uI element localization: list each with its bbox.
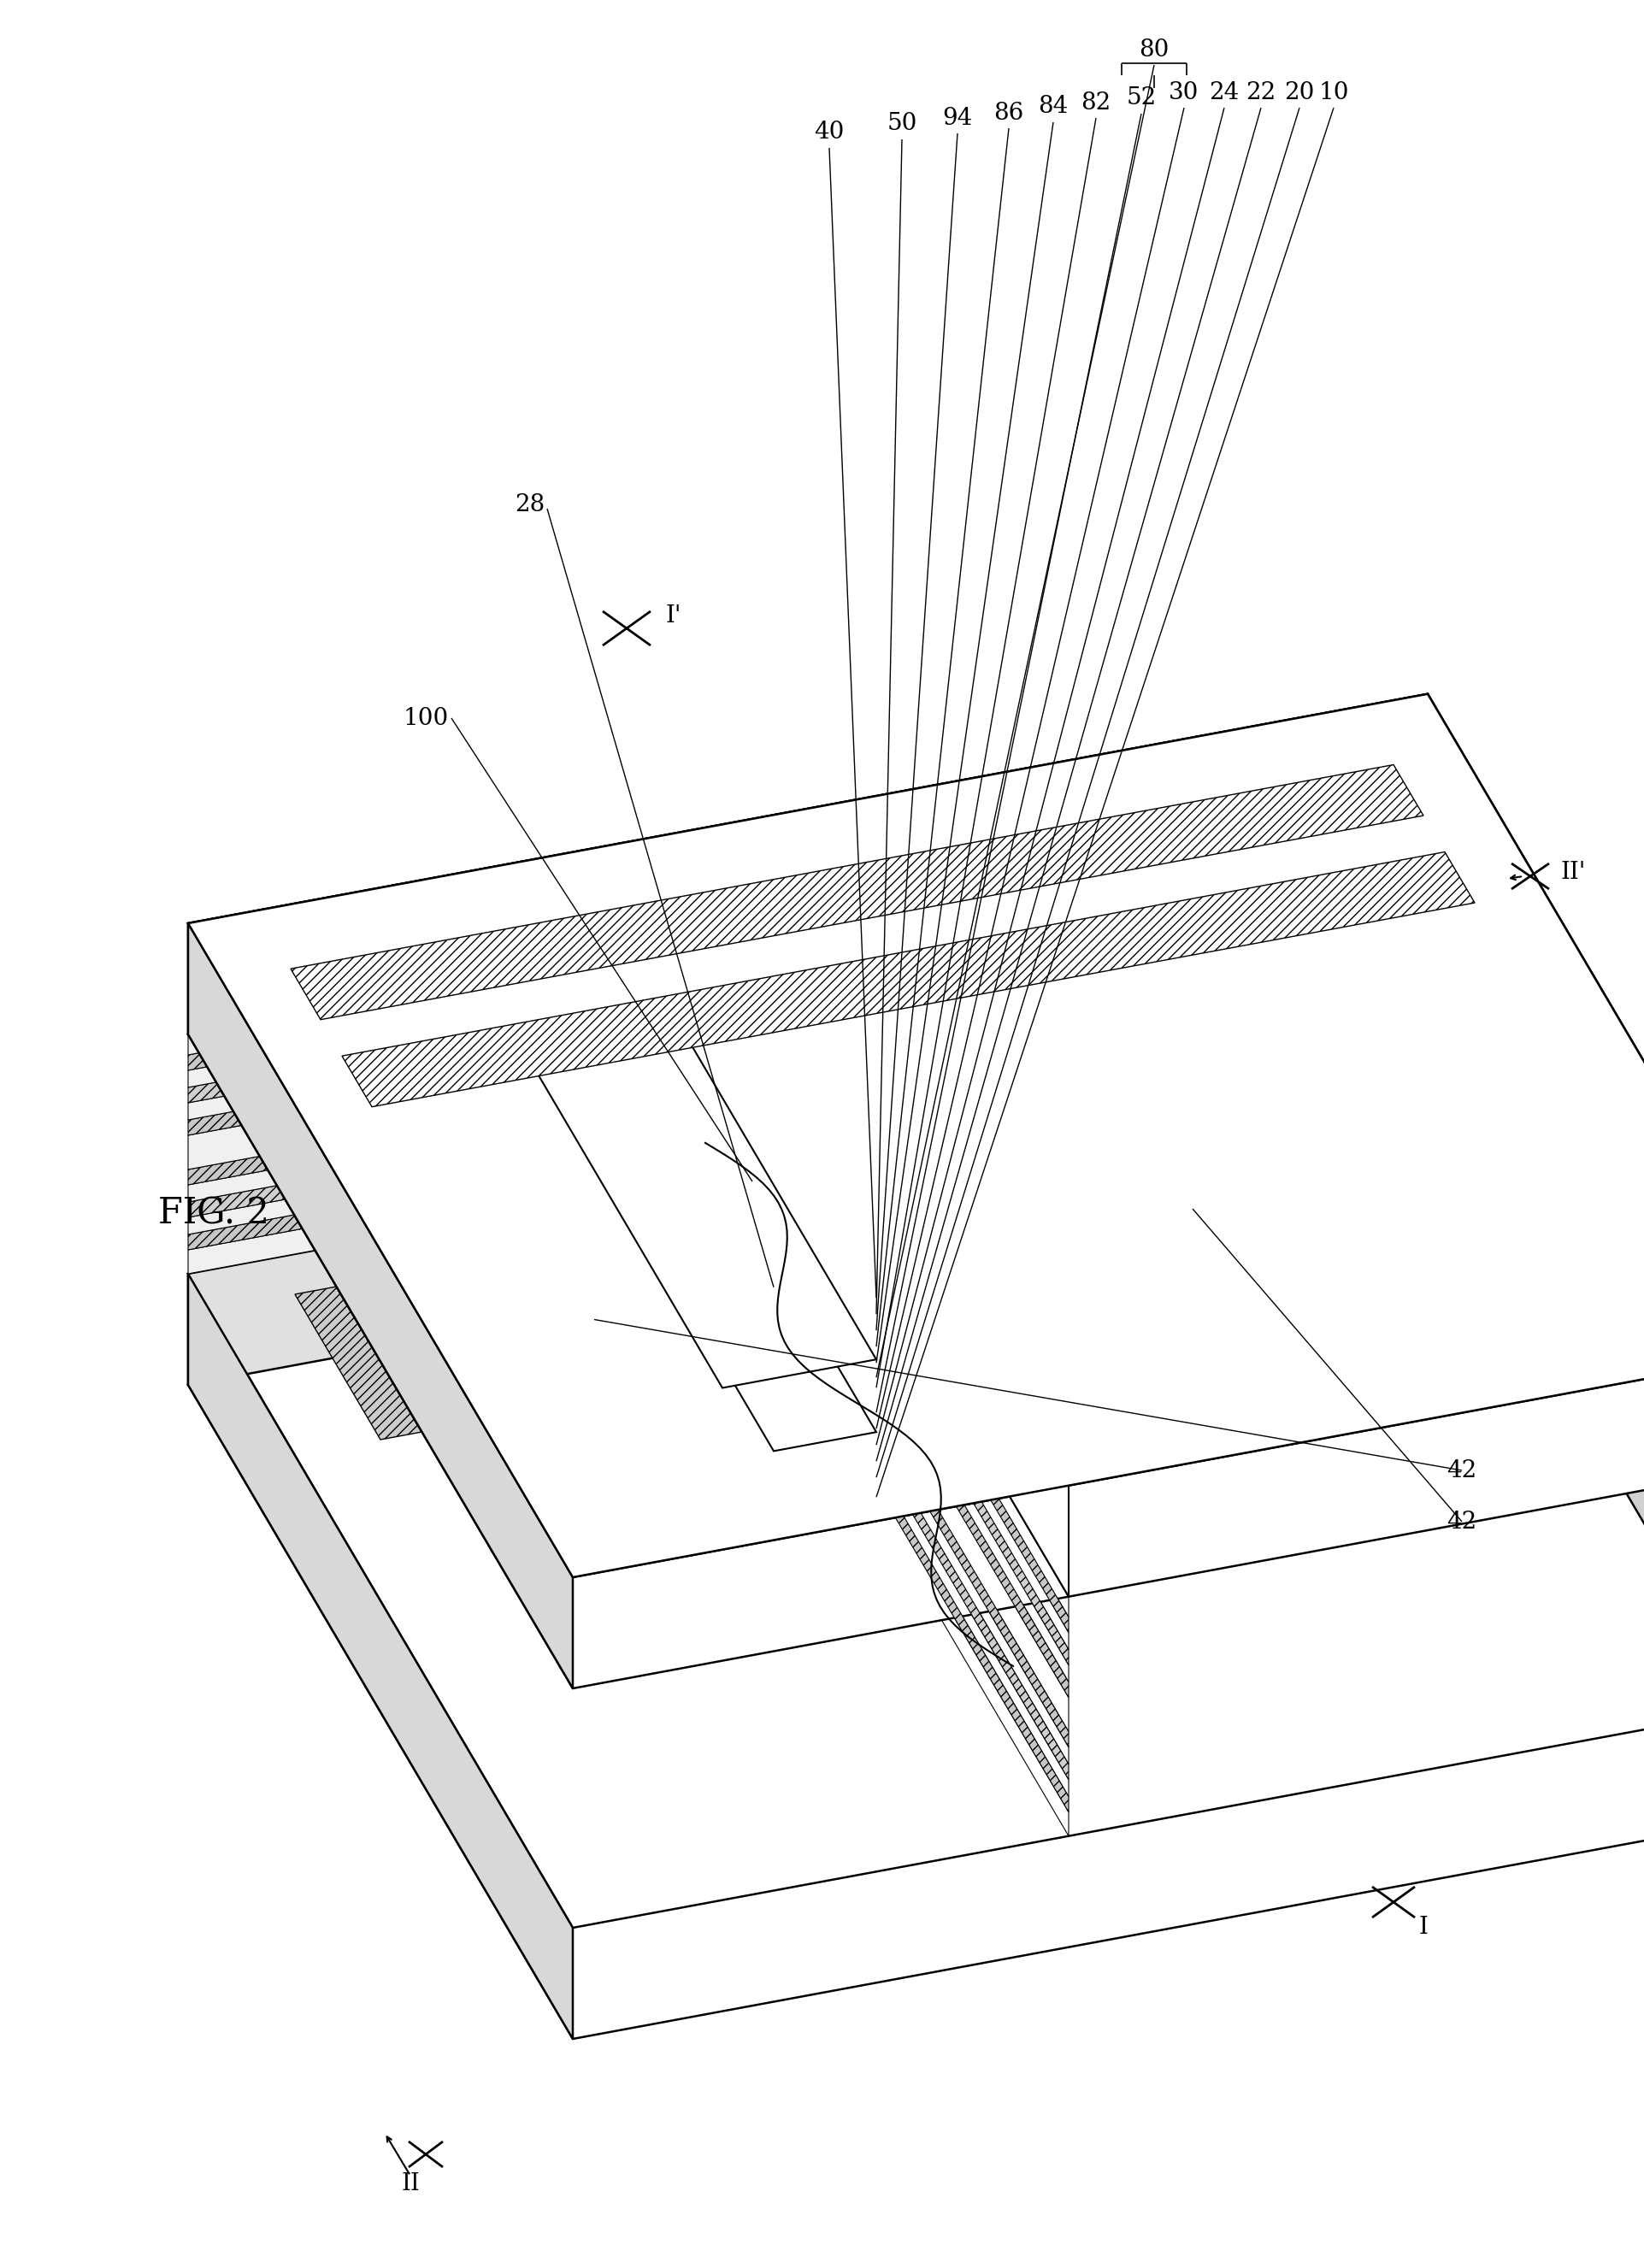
Polygon shape: [684, 891, 1427, 1043]
Polygon shape: [684, 1125, 1069, 1796]
Polygon shape: [187, 805, 1644, 1687]
Polygon shape: [187, 1043, 684, 1170]
Polygon shape: [187, 1111, 684, 1218]
Polygon shape: [684, 1021, 1427, 1182]
Text: 20: 20: [1284, 82, 1314, 104]
Polygon shape: [187, 694, 1644, 1576]
Text: 40: 40: [814, 120, 843, 145]
Polygon shape: [187, 1077, 684, 1184]
Polygon shape: [684, 973, 1427, 1125]
Polygon shape: [580, 1105, 876, 1452]
Polygon shape: [187, 996, 684, 1102]
Text: 100: 100: [403, 708, 449, 730]
Polygon shape: [684, 1159, 1069, 1837]
Polygon shape: [1427, 694, 1644, 1458]
Polygon shape: [684, 1027, 1069, 1696]
Text: 94: 94: [942, 107, 972, 129]
Text: I': I': [666, 603, 681, 626]
Polygon shape: [684, 1111, 1069, 1780]
Polygon shape: [684, 1093, 1069, 1765]
Polygon shape: [342, 853, 1475, 1107]
Polygon shape: [291, 764, 1422, 1021]
Polygon shape: [684, 1077, 1069, 1746]
Polygon shape: [684, 841, 1427, 996]
Polygon shape: [935, 1098, 1448, 1320]
Polygon shape: [684, 978, 1069, 1649]
Polygon shape: [684, 941, 1427, 1093]
Polygon shape: [684, 943, 1069, 1617]
Polygon shape: [684, 1043, 1069, 1733]
Text: 42: 42: [1447, 1510, 1476, 1533]
Polygon shape: [187, 1157, 1644, 2039]
Text: 84: 84: [1037, 95, 1067, 118]
Polygon shape: [187, 964, 684, 1070]
Polygon shape: [684, 1005, 1427, 1159]
Polygon shape: [187, 694, 1427, 1034]
Polygon shape: [187, 1093, 684, 1202]
Polygon shape: [684, 1143, 1069, 1812]
Text: I: I: [1419, 1916, 1427, 1939]
Polygon shape: [187, 1012, 684, 1120]
Polygon shape: [684, 832, 1069, 1597]
Polygon shape: [529, 1032, 684, 1091]
Polygon shape: [187, 1046, 1644, 1928]
Polygon shape: [294, 1200, 893, 1440]
Text: 82: 82: [1080, 91, 1110, 113]
Polygon shape: [1427, 1046, 1644, 1810]
Polygon shape: [684, 1012, 1069, 1683]
Text: 28: 28: [515, 492, 544, 515]
Text: 80: 80: [1138, 39, 1169, 61]
Polygon shape: [529, 1032, 876, 1388]
Polygon shape: [684, 996, 1069, 1665]
Polygon shape: [187, 1143, 684, 1250]
Polygon shape: [684, 964, 1069, 1633]
Polygon shape: [684, 955, 1427, 1111]
Text: II': II': [1560, 860, 1585, 885]
Text: 30: 30: [1169, 82, 1198, 104]
Text: 86: 86: [993, 102, 1023, 125]
Polygon shape: [187, 943, 684, 1055]
Polygon shape: [684, 873, 1427, 1027]
Polygon shape: [684, 989, 1427, 1143]
Polygon shape: [187, 923, 572, 1687]
Polygon shape: [684, 826, 1427, 978]
Text: 24: 24: [1208, 82, 1238, 104]
Polygon shape: [684, 905, 1427, 1077]
Polygon shape: [187, 1275, 572, 2039]
Text: 10: 10: [1318, 82, 1348, 104]
Polygon shape: [684, 832, 1069, 1597]
Polygon shape: [187, 1027, 684, 1136]
Polygon shape: [187, 1125, 684, 1234]
Polygon shape: [684, 857, 1427, 1012]
Text: FIG. 2: FIG. 2: [158, 1195, 270, 1232]
Text: 22: 22: [1245, 82, 1276, 104]
Text: 50: 50: [886, 113, 917, 136]
Polygon shape: [187, 694, 1644, 1576]
Text: 52: 52: [1126, 86, 1156, 109]
Text: 42: 42: [1447, 1458, 1476, 1481]
Text: II: II: [401, 2173, 419, 2195]
Polygon shape: [187, 1159, 684, 1275]
Polygon shape: [187, 978, 684, 1086]
Polygon shape: [580, 1105, 684, 1150]
Polygon shape: [187, 1046, 1427, 1386]
Polygon shape: [684, 805, 1427, 964]
